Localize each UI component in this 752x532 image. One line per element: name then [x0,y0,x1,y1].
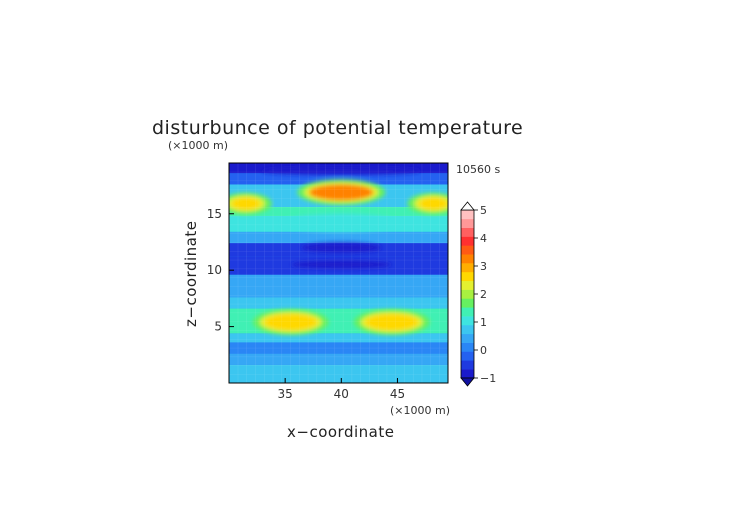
colorbar-segment [461,289,474,299]
colorbar-tick-label: 2 [480,288,487,301]
plot-frame [228,162,449,384]
heatmap-grid [229,163,448,383]
colorbar-tick-label: −1 [480,372,496,385]
colorbar-segment [461,254,474,264]
colorbar-segment [461,342,474,352]
x-unit-label: (×1000 m) [390,404,450,417]
chart-title: disturbunce of potential temperature [152,117,523,139]
colorbar: −1 0 1 2 3 4 5 [460,201,496,387]
colorbar-segment [461,263,474,273]
y-axis-ticks: 5 10 15 [207,207,234,334]
colorbar-tick-label: 3 [480,260,487,273]
y-tick-label: 5 [214,320,222,334]
colorbar-tick-label: 1 [480,316,487,329]
colorbar-tick-label: 0 [480,344,487,357]
y-axis-label: z−coordinate [182,221,200,327]
y-unit-label: (×1000 m) [168,139,228,152]
colorbar-segment [461,236,474,246]
time-label: 10560 s [456,163,500,176]
y-tick-label: 10 [207,263,222,277]
colorbar-tick-label: 4 [480,232,487,245]
colorbar-tick-label: 5 [480,204,487,217]
heatmap-plot [229,163,448,383]
colorbar-over-arrow [460,201,475,211]
x-tick-label: 35 [278,387,293,401]
colorbar-segment [461,360,474,370]
colorbar-segment [461,227,474,237]
x-axis-ticks: 35 40 45 [278,378,405,401]
y-tick-label: 15 [207,207,222,221]
colorbar-under-arrow [460,377,475,387]
colorbar-segment [461,210,474,220]
x-axis-label: x−coordinate [287,423,394,441]
colorbar-segment [461,245,474,255]
colorbar-segment [461,298,474,308]
colorbar-segment [461,271,474,282]
x-tick-label: 45 [390,387,405,401]
colorbar-segment [461,351,474,361]
colorbar-segment [461,324,474,335]
colorbar-segment [461,369,474,379]
colorbar-segment [461,333,474,343]
x-tick-label: 40 [334,387,349,401]
colorbar-segment [461,316,474,326]
colorbar-segment [461,280,474,290]
colorbar-segment [461,307,474,317]
colorbar-segment [461,218,474,228]
